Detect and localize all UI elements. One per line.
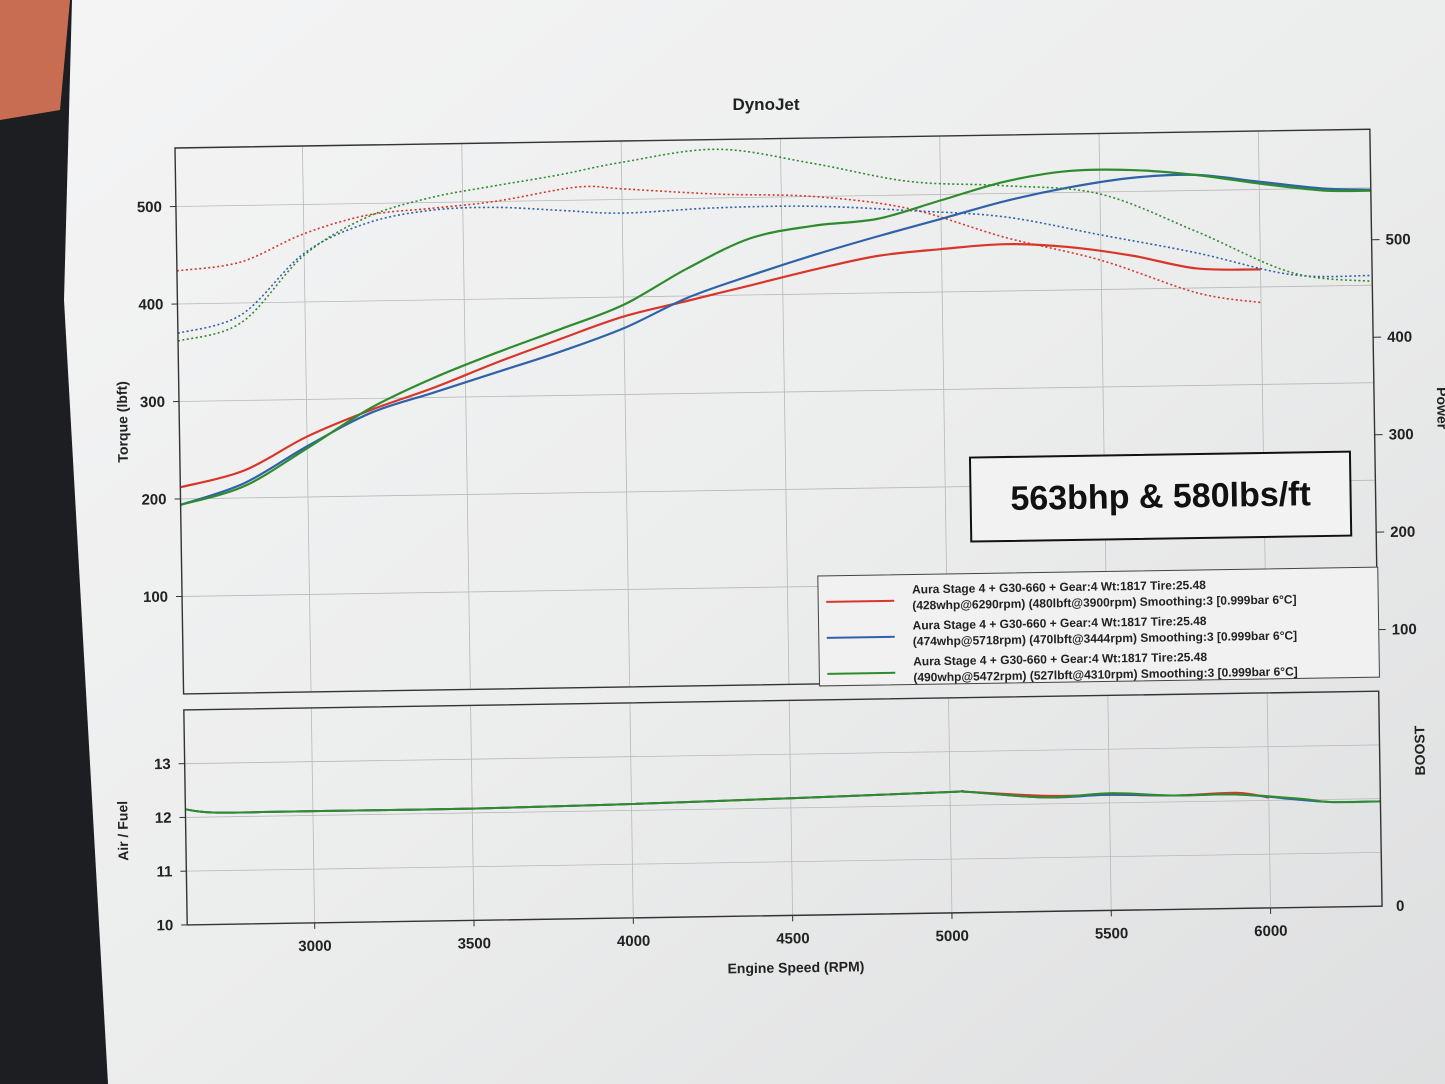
torque-axis-title: Torque (lbft) bbox=[114, 381, 131, 463]
top-series-lines bbox=[176, 148, 1373, 506]
grid-line-y bbox=[186, 851, 1382, 872]
annotation-box: 563bhp & 580lbs/ft bbox=[968, 450, 1353, 543]
afr-y-ticks: 10 11 12 13 bbox=[154, 756, 188, 934]
air-fuel-panel: 10 11 12 13 0 Air / Fuel BOOST 3000 3500 4000… bbox=[114, 690, 1428, 976]
legend-name-2: Aura Stage 4 + G30-660 + Gear:4 Wt:1817 … bbox=[912, 614, 1206, 633]
top-grid bbox=[175, 130, 1377, 692]
rpm-tick-label: 4500 bbox=[776, 930, 810, 948]
grid-line-y bbox=[185, 798, 1381, 818]
grid-line-x bbox=[620, 140, 631, 687]
top-plot-frame bbox=[174, 128, 1380, 695]
annotation-text: 563bhp & 580lbs/ft bbox=[1010, 475, 1311, 518]
grid-line-x bbox=[779, 138, 790, 685]
chart-title: DynoJet bbox=[732, 95, 799, 114]
rpm-x-ticks: 3000 3500 4000 4500 5000 5500 6000 bbox=[298, 907, 1288, 956]
afr-tick-label: 10 bbox=[156, 917, 173, 934]
grid-line-y bbox=[177, 284, 1373, 305]
power-tick-label: 100 bbox=[1392, 621, 1417, 638]
rpm-tick-label: 6000 bbox=[1254, 923, 1288, 941]
grid-line-x bbox=[461, 143, 471, 690]
power-tick-label: 300 bbox=[1389, 426, 1414, 443]
afr-line-series-3 bbox=[185, 790, 1381, 814]
afr-tick-label: 12 bbox=[155, 810, 172, 827]
afr-tick-label: 11 bbox=[156, 863, 172, 880]
legend-detail-3: (490whp@5472rpm) (527lbft@4310rpm) Smoot… bbox=[913, 664, 1297, 684]
power-axis-title: Power bbox=[1434, 387, 1445, 430]
boost-y-ticks: 0 bbox=[1396, 898, 1405, 915]
afr-tick-label: 13 bbox=[154, 756, 171, 773]
bottom-plot-frame bbox=[183, 690, 1383, 926]
legend-name-1: Aura Stage 4 + G30-660 + Gear:4 Wt:1817 … bbox=[912, 578, 1206, 597]
rpm-tick-label: 4000 bbox=[617, 933, 651, 951]
torque-tick-label: 300 bbox=[140, 394, 165, 411]
power-tick-label: 200 bbox=[1390, 524, 1415, 541]
legend: Aura Stage 4 + G30-660 + Gear:4 Wt:1817 … bbox=[817, 566, 1380, 687]
rpm-axis-title: Engine Speed (RPM) bbox=[727, 958, 864, 976]
power-line-series-1 bbox=[176, 185, 1262, 304]
bottom-series-lines bbox=[185, 790, 1381, 814]
rpm-tick-label: 5000 bbox=[935, 928, 969, 946]
paper-sheet bbox=[64, 0, 1445, 1084]
power-tick-label: 500 bbox=[1385, 231, 1410, 248]
torque-line-series-3 bbox=[180, 168, 1371, 506]
torque-tick-label: 200 bbox=[141, 491, 166, 508]
legend-name-3: Aura Stage 4 + G30-660 + Gear:4 Wt:1817 … bbox=[913, 650, 1207, 669]
legend-swatch-3 bbox=[827, 671, 896, 675]
rpm-tick-label: 3000 bbox=[298, 938, 332, 956]
rpm-tick-label: 3500 bbox=[458, 935, 492, 953]
orange-object bbox=[0, 0, 70, 120]
boost-tick-label: 0 bbox=[1396, 898, 1405, 915]
grid-line-x bbox=[302, 145, 312, 692]
torque-tick-label: 400 bbox=[138, 296, 163, 313]
legend-detail-2: (474whp@5718rpm) (470lbft@3444rpm) Smoot… bbox=[913, 628, 1297, 648]
power-tick-label: 400 bbox=[1387, 329, 1412, 346]
power-y-ticks: 100 200 300 400 500 bbox=[1371, 231, 1417, 638]
grid-line-y bbox=[175, 187, 1371, 207]
grid-line-y bbox=[184, 744, 1380, 765]
torque-tick-label: 100 bbox=[143, 589, 168, 606]
legend-swatch-1 bbox=[826, 599, 895, 603]
boost-axis-title: BOOST bbox=[1411, 725, 1428, 775]
torque-power-panel: 100 200 300 400 500 100 200 300 400 500 Torque (… bbox=[114, 128, 1445, 695]
legend-swatch-2 bbox=[826, 635, 895, 639]
grid-line-y bbox=[178, 382, 1374, 402]
torque-y-ticks: 100 200 300 400 500 bbox=[137, 199, 183, 606]
rpm-tick-label: 5500 bbox=[1095, 925, 1129, 943]
legend-detail-1: (428whp@6290rpm) (480lbft@3900rpm) Smoot… bbox=[912, 592, 1296, 612]
power-line-series-3 bbox=[177, 148, 1373, 342]
afr-axis-title: Air / Fuel bbox=[114, 801, 131, 861]
torque-tick-label: 500 bbox=[137, 199, 162, 216]
power-line-series-2 bbox=[177, 205, 1373, 335]
